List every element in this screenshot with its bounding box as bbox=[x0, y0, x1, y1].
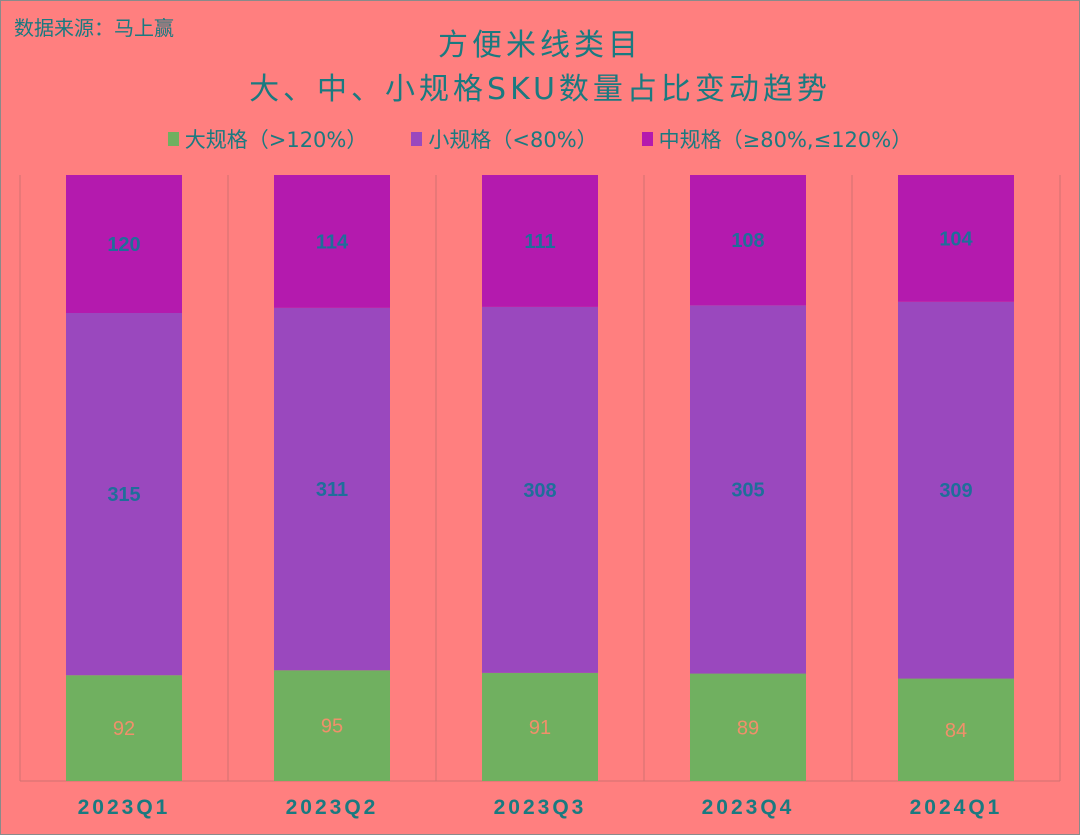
data-label: 120 bbox=[107, 234, 140, 256]
bar-segment bbox=[66, 675, 182, 781]
legend-swatch bbox=[641, 132, 653, 146]
data-label: 308 bbox=[523, 480, 556, 502]
bar-segment bbox=[690, 305, 806, 674]
bar-segment bbox=[482, 672, 598, 781]
data-source-note: 数据来源：马上赢 bbox=[14, 16, 174, 40]
legend-item: 中规格（≥80%,≤120%） bbox=[641, 124, 913, 154]
x-tick-label: 2023Q4 bbox=[702, 796, 795, 819]
legend: 大规格（>120%） 小规格（<80%） 中规格（≥80%,≤120%） bbox=[0, 124, 1080, 154]
data-label: 108 bbox=[731, 230, 764, 252]
bar-segment bbox=[274, 670, 390, 781]
legend-label: 中规格（≥80%,≤120%） bbox=[658, 128, 913, 152]
data-label: 309 bbox=[939, 480, 972, 502]
bar-segment bbox=[898, 175, 1014, 302]
data-label: 104 bbox=[939, 228, 973, 250]
data-label: 91 bbox=[529, 717, 551, 739]
x-tick-label: 2023Q2 bbox=[286, 796, 379, 819]
legend-swatch bbox=[411, 132, 423, 146]
data-label: 305 bbox=[731, 479, 764, 501]
data-label: 92 bbox=[113, 718, 135, 740]
bar-segment bbox=[690, 175, 806, 306]
bar-segment bbox=[482, 306, 598, 673]
bar-segment bbox=[690, 673, 806, 781]
data-label: 95 bbox=[321, 716, 343, 738]
x-tick-label: 2024Q1 bbox=[910, 796, 1003, 819]
bar-segment bbox=[66, 312, 182, 676]
legend-item: 小规格（<80%） bbox=[411, 124, 598, 154]
bar-segment bbox=[274, 307, 390, 671]
data-label: 315 bbox=[107, 484, 140, 506]
bar-segment bbox=[274, 175, 390, 308]
x-tick-label: 2023Q1 bbox=[78, 796, 171, 819]
legend-label: 大规格（>120%） bbox=[184, 128, 368, 152]
data-label: 311 bbox=[316, 479, 348, 501]
bar-segment bbox=[482, 175, 598, 307]
chart-subtitle: 大、中、小规格SKU数量占比变动趋势 bbox=[249, 72, 831, 107]
data-label: 111 bbox=[524, 231, 555, 253]
legend-item: 大规格（>120%） bbox=[167, 124, 368, 154]
bar-segment bbox=[898, 678, 1014, 781]
data-label: 114 bbox=[316, 231, 349, 253]
data-label: 84 bbox=[945, 720, 967, 742]
chart-title: 方便米线类目 bbox=[438, 28, 642, 63]
legend-label: 小规格（<80%） bbox=[428, 128, 598, 152]
data-label: 89 bbox=[737, 717, 759, 739]
bar-segment bbox=[66, 175, 182, 313]
legend-swatch bbox=[167, 132, 179, 146]
bar-segment bbox=[898, 301, 1014, 679]
x-tick-label: 2023Q3 bbox=[494, 796, 587, 819]
